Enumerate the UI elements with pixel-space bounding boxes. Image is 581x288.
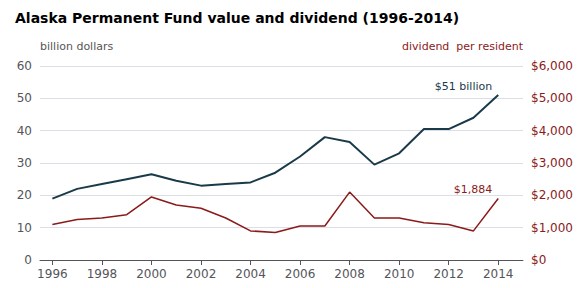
svg-text:10: 10	[17, 221, 32, 235]
svg-text:$1,000: $1,000	[531, 221, 573, 235]
svg-text:Alaska Permanent Fund value an: Alaska Permanent Fund value and dividend…	[15, 10, 459, 26]
svg-text:2002: 2002	[186, 267, 217, 281]
svg-text:$2,000: $2,000	[531, 188, 573, 202]
svg-text:$4,000: $4,000	[531, 124, 573, 138]
svg-text:1998: 1998	[87, 267, 118, 281]
svg-text:20: 20	[17, 188, 32, 202]
svg-text:$5,000: $5,000	[531, 91, 573, 105]
svg-text:2008: 2008	[334, 267, 365, 281]
svg-text:0: 0	[24, 253, 32, 267]
svg-text:2014: 2014	[483, 267, 514, 281]
svg-text:40: 40	[17, 124, 32, 138]
svg-text:1996: 1996	[37, 267, 68, 281]
svg-text:60: 60	[17, 59, 32, 73]
svg-text:$6,000: $6,000	[531, 59, 573, 73]
svg-text:2006: 2006	[285, 267, 316, 281]
svg-text:$0: $0	[531, 253, 546, 267]
svg-text:billion dollars: billion dollars	[40, 40, 113, 53]
svg-text:2000: 2000	[136, 267, 167, 281]
svg-text:30: 30	[17, 156, 32, 170]
svg-text:$3,000: $3,000	[531, 156, 573, 170]
svg-text:2010: 2010	[384, 267, 415, 281]
svg-text:2004: 2004	[235, 267, 266, 281]
svg-text:2012: 2012	[433, 267, 464, 281]
svg-text:$1,884: $1,884	[454, 183, 493, 196]
svg-text:50: 50	[17, 91, 32, 105]
svg-text:dividend per resident: dividend per resident	[402, 40, 524, 53]
svg-text:$51 billion: $51 billion	[435, 80, 492, 93]
